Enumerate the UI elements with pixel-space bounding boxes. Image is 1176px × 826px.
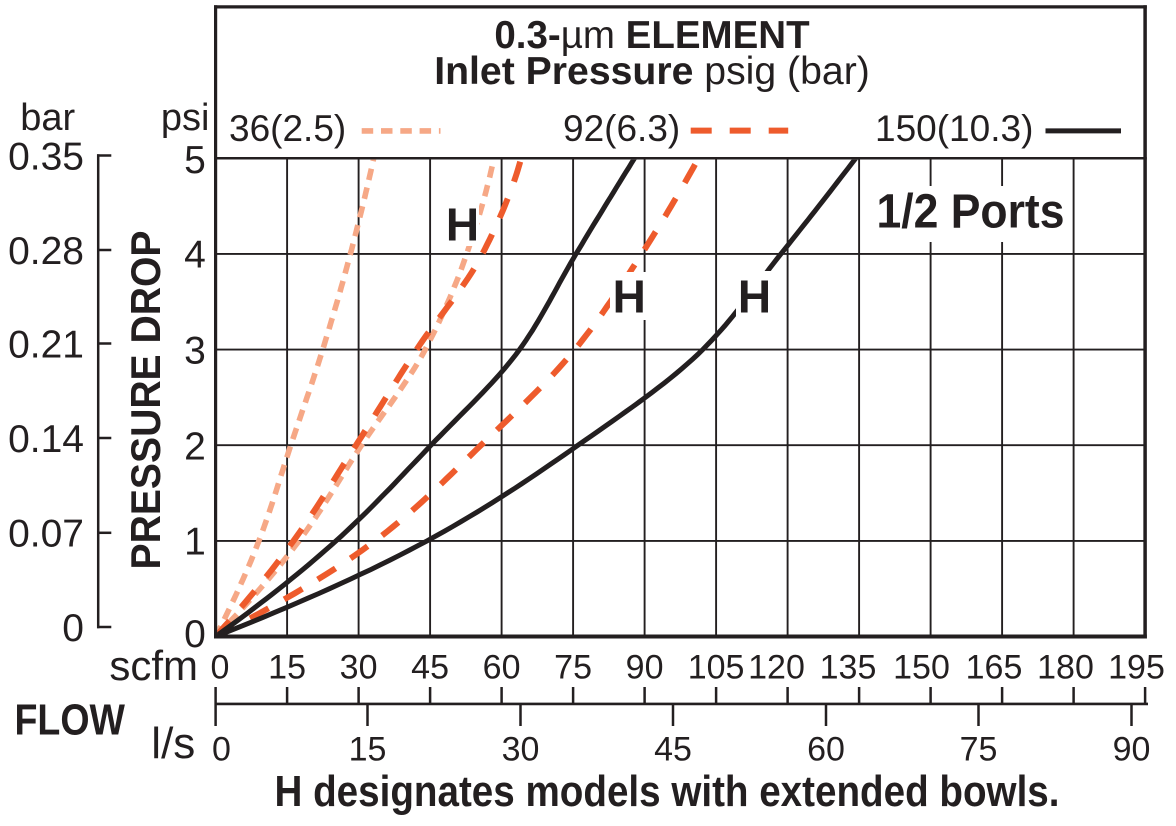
- svg-text:0.28: 0.28: [8, 230, 84, 273]
- svg-text:H: H: [613, 271, 646, 323]
- svg-text:psi: psi: [161, 97, 210, 139]
- svg-text:120: 120: [748, 648, 805, 686]
- svg-text:165: 165: [966, 648, 1023, 686]
- svg-text:36(2.5): 36(2.5): [229, 108, 346, 149]
- svg-text:0: 0: [212, 731, 231, 769]
- svg-text:H: H: [446, 199, 479, 251]
- svg-text:92(6.3): 92(6.3): [563, 108, 680, 149]
- svg-text:15: 15: [268, 648, 306, 686]
- svg-text:75: 75: [554, 648, 592, 686]
- svg-text:45: 45: [654, 731, 692, 769]
- svg-text:scfm: scfm: [109, 642, 198, 689]
- svg-text:0.14: 0.14: [8, 418, 84, 461]
- svg-text:150: 150: [893, 648, 950, 686]
- svg-text:0.07: 0.07: [8, 513, 84, 556]
- svg-text:H: H: [738, 271, 771, 323]
- svg-text:PRESSURE DROP: PRESSURE DROP: [122, 231, 169, 570]
- svg-text:0: 0: [62, 607, 84, 650]
- svg-text:30: 30: [502, 731, 540, 769]
- svg-text:0.35: 0.35: [8, 135, 84, 178]
- svg-text:180: 180: [1037, 648, 1094, 686]
- svg-text:0.21: 0.21: [8, 323, 84, 366]
- svg-text:75: 75: [960, 731, 998, 769]
- svg-text:2: 2: [184, 425, 206, 468]
- svg-text:5: 5: [184, 139, 206, 182]
- svg-text:Inlet Pressure psig (bar): Inlet Pressure psig (bar): [434, 50, 870, 93]
- svg-text:0: 0: [211, 648, 230, 686]
- svg-text:bar: bar: [20, 97, 75, 139]
- svg-text:4: 4: [184, 233, 206, 276]
- svg-text:1/2 Ports: 1/2 Ports: [877, 186, 1065, 239]
- svg-text:90: 90: [626, 648, 664, 686]
- svg-text:105: 105: [688, 648, 745, 686]
- svg-text:1: 1: [184, 520, 206, 563]
- svg-text:H designates models with exten: H designates models with extended bowls.: [275, 767, 1060, 816]
- svg-text:30: 30: [340, 648, 378, 686]
- svg-text:135: 135: [820, 648, 877, 686]
- svg-text:45: 45: [411, 648, 449, 686]
- svg-text:3: 3: [184, 329, 206, 372]
- svg-text:0: 0: [184, 613, 206, 656]
- svg-text:l/s: l/s: [151, 719, 195, 768]
- svg-text:195: 195: [1108, 648, 1165, 686]
- svg-text:15: 15: [349, 731, 387, 769]
- svg-text:60: 60: [483, 648, 521, 686]
- svg-text:0.3-µm ELEMENT: 0.3-µm ELEMENT: [494, 14, 810, 57]
- svg-text:60: 60: [807, 731, 845, 769]
- svg-text:150(10.3): 150(10.3): [875, 108, 1033, 149]
- svg-text:FLOW: FLOW: [15, 696, 126, 745]
- svg-text:90: 90: [1113, 731, 1151, 769]
